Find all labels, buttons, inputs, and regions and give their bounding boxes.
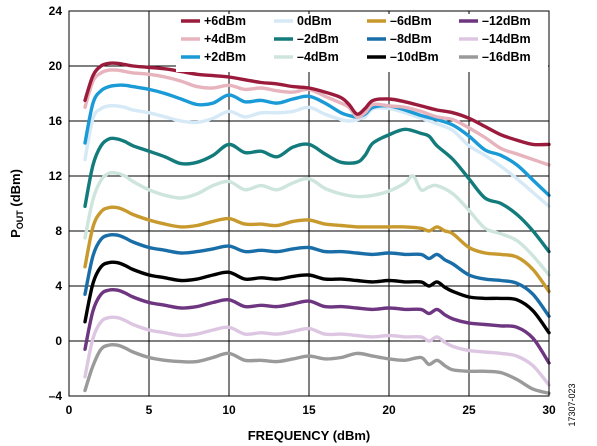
y-tick-label: 8 xyxy=(55,224,62,238)
legend-label-minus8dBm: –8dBm xyxy=(390,32,432,46)
series-line-minus14dBm xyxy=(85,317,549,385)
legend-label-plus2dBm: +2dBm xyxy=(204,50,246,64)
x-tick-label: 0 xyxy=(66,403,73,417)
legend-label-minus10dBm: –10dBm xyxy=(390,50,439,64)
figure-id: 17307-023 xyxy=(567,383,577,426)
legend: +6dBm +4dBm +2dBm 0dBm –2dBm –4dBm –6dBm –8dBm –… xyxy=(176,14,548,72)
y-tick-label: 0 xyxy=(55,334,62,348)
x-tick-label: 25 xyxy=(462,403,476,417)
legend-label-minus2dBm: –2dBm xyxy=(297,32,339,46)
legend-label-minus4dBm: –4dBm xyxy=(297,50,339,64)
y-tick-label: –4 xyxy=(49,389,63,403)
y-axis-title-subscript: OUT xyxy=(15,210,25,230)
series-line-minus10dBm xyxy=(85,262,549,333)
y-tick-labels: –4 0 4 8 12 16 20 24 xyxy=(49,4,63,403)
y-tick-label: 16 xyxy=(49,114,63,128)
legend-label-minus14dBm: –14dBm xyxy=(482,32,531,46)
series-lines xyxy=(85,63,549,393)
y-axis-title: POUT (dBm) xyxy=(8,169,25,238)
legend-label-plus4dBm: +4dBm xyxy=(204,32,246,46)
y-tick-label: 20 xyxy=(49,59,63,73)
x-tick-label: 15 xyxy=(302,403,316,417)
x-tick-label: 30 xyxy=(542,403,556,417)
x-axis-title: FREQUENCY (dBm) xyxy=(248,428,371,443)
x-tick-label: 10 xyxy=(222,403,236,417)
y-tick-label: 12 xyxy=(49,169,63,183)
legend-label-0dBm: 0dBm xyxy=(297,14,332,28)
series-line-plus2dBm xyxy=(85,85,549,195)
y-axis-title-unit: (dBm) xyxy=(8,169,23,210)
legend-label-plus6dBm: +6dBm xyxy=(204,14,246,28)
y-tick-label: 4 xyxy=(55,279,62,293)
legend-label-minus16dBm: –16dBm xyxy=(482,50,531,64)
legend-label-minus6dBm: –6dBm xyxy=(390,14,432,28)
y-tick-label: 24 xyxy=(49,4,63,18)
x-tick-label: 5 xyxy=(146,403,153,417)
series-line-minus4dBm xyxy=(85,173,549,275)
legend-label-minus12dBm: –12dBm xyxy=(482,14,531,28)
y-axis-title-main: P xyxy=(8,229,23,238)
x-tick-labels: 0 5 10 15 20 25 30 xyxy=(66,403,556,417)
x-tick-label: 20 xyxy=(382,403,396,417)
